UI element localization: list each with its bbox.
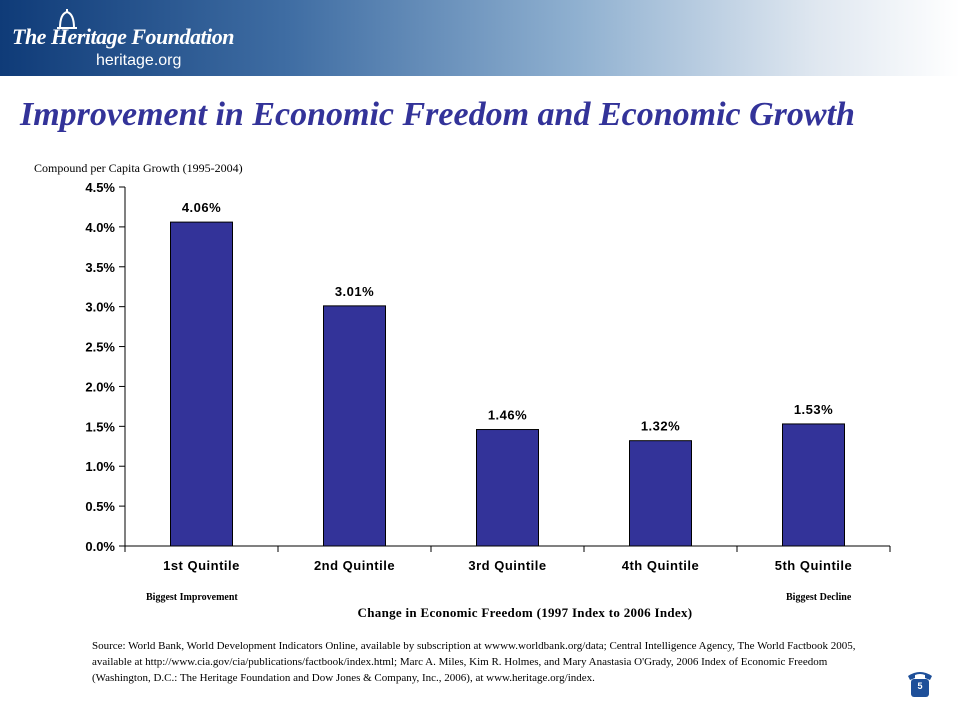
y-tick-label: 0.0% (85, 539, 115, 554)
page-number: 5 (917, 681, 923, 691)
header-band (0, 0, 960, 76)
x-tick-label: 2nd Quintile (314, 558, 395, 573)
page-title: Improvement in Economic Freedom and Econ… (20, 96, 855, 133)
data-label: 1.46% (488, 408, 527, 423)
bar (170, 221, 233, 547)
y-tick-label: 4.5% (85, 180, 115, 195)
annotation-biggest-improvement: Biggest Improvement (146, 592, 238, 603)
bar (629, 440, 692, 547)
annotation-biggest-decline: Biggest Decline (786, 592, 852, 603)
y-tick-label: 3.5% (85, 260, 115, 275)
page-number-badge: 5 (905, 666, 935, 700)
y-tick-label: 2.0% (85, 379, 115, 394)
y-tick-label: 0.5% (85, 499, 115, 514)
y-tick-label: 4.0% (85, 220, 115, 235)
y-tick-label: 1.0% (85, 459, 115, 474)
x-axis-label: Change in Economic Freedom (1997 Index t… (357, 605, 693, 620)
data-label: 3.01% (335, 284, 374, 299)
bar (782, 423, 845, 547)
org-site: heritage.org (96, 52, 182, 69)
phone-icon (908, 672, 932, 697)
bar (323, 305, 386, 547)
x-tick-label: 5th Quintile (775, 558, 853, 573)
y-tick-label: 1.5% (85, 419, 115, 434)
org-name: The Heritage Foundation (12, 24, 234, 49)
data-label: 1.32% (641, 419, 680, 434)
source-note: Source: World Bank, World Development In… (92, 640, 856, 684)
data-label: 4.06% (182, 200, 221, 215)
y-tick-label: 3.0% (85, 300, 115, 315)
x-tick-label: 1st Quintile (163, 558, 240, 573)
bar-chart: 0.0% 0.5% 1.0% 1.5% 2.0% 2.5% 3.0% 3.5% 4.0% 4.5%… (85, 180, 891, 573)
y-axis-label: Compound per Capita Growth (1995-2004) (34, 161, 243, 175)
y-tick-label: 2.5% (85, 340, 115, 355)
x-tick-label: 4th Quintile (622, 558, 700, 573)
x-tick-label: 3rd Quintile (468, 558, 546, 573)
heritage-logo: The Heritage Foundation heritage.org (12, 8, 234, 72)
data-label: 1.53% (794, 402, 833, 417)
liberty-bell-icon (57, 9, 77, 29)
bar (476, 429, 539, 547)
